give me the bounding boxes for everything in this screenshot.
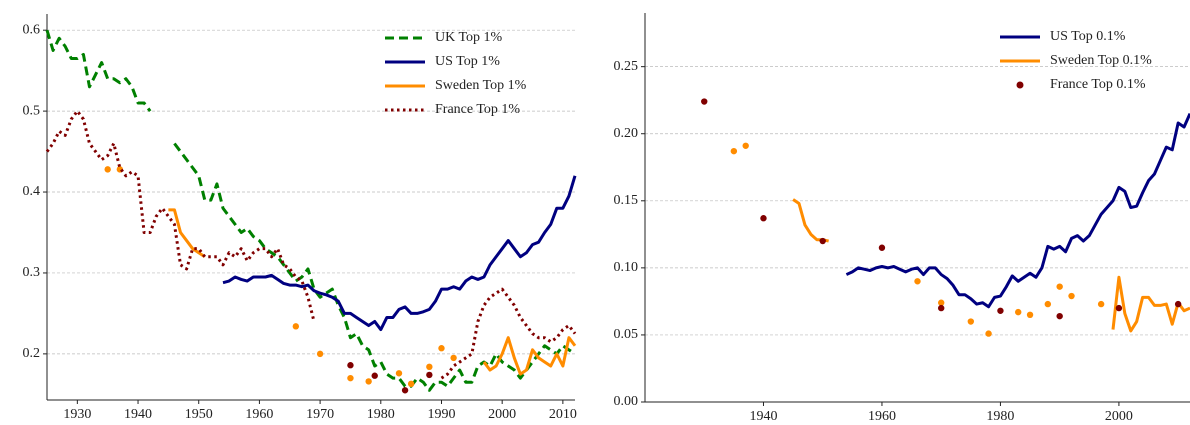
data-point bbox=[438, 345, 445, 352]
data-point bbox=[701, 98, 708, 105]
x-tick-label: 1940 bbox=[749, 409, 777, 424]
data-point bbox=[1044, 300, 1052, 308]
y-tick-label: 0.6 bbox=[23, 22, 41, 37]
x-tick-label: 1960 bbox=[245, 407, 273, 422]
series-line bbox=[222, 175, 577, 332]
series-line bbox=[45, 109, 316, 322]
series-line bbox=[792, 198, 829, 243]
series-line bbox=[482, 336, 577, 376]
data-point bbox=[1056, 312, 1063, 320]
y-tick-label: 0.5 bbox=[23, 103, 41, 118]
data-point bbox=[426, 363, 433, 371]
y-tick-label: 0.10 bbox=[614, 260, 639, 275]
data-point bbox=[1015, 308, 1022, 316]
data-point bbox=[997, 307, 1004, 314]
data-point bbox=[292, 323, 300, 330]
y-tick-label: 0.25 bbox=[614, 59, 639, 74]
data-point bbox=[878, 244, 886, 251]
data-point bbox=[914, 278, 921, 285]
legend-marker bbox=[1016, 81, 1024, 89]
data-point bbox=[1115, 304, 1123, 312]
y-tick-label: 0.05 bbox=[614, 327, 639, 342]
legend: UK Top 1% US Top 1% Sweden Top 1% France To… bbox=[385, 30, 527, 117]
data-point bbox=[985, 330, 992, 337]
data-point bbox=[371, 372, 378, 379]
data-point bbox=[401, 387, 409, 394]
x-tick-label: 1970 bbox=[306, 407, 334, 422]
data-point bbox=[104, 166, 111, 173]
data-point bbox=[1174, 300, 1182, 308]
legend-label: Sweden Top 0.1% bbox=[1050, 53, 1152, 68]
y-tick-label: 0.15 bbox=[614, 193, 639, 208]
x-tick-label: 2000 bbox=[1105, 409, 1133, 424]
x-tick-label: 2000 bbox=[488, 407, 516, 422]
data-point bbox=[1068, 292, 1075, 300]
data-point bbox=[1026, 311, 1034, 319]
x-tick-label: 1960 bbox=[868, 409, 896, 424]
legend: US Top 0.1% Sweden Top 0.1% France Top 0.1… bbox=[1000, 29, 1152, 92]
series-line bbox=[168, 208, 206, 259]
x-tick-label: 2010 bbox=[549, 407, 577, 422]
x-tick-label: 1980 bbox=[367, 407, 395, 422]
x-tick-label: 1930 bbox=[63, 407, 91, 422]
data-point bbox=[347, 362, 354, 369]
y-tick-label: 0.4 bbox=[23, 184, 41, 199]
legend-label: US Top 1% bbox=[435, 54, 500, 69]
legend-label: France Top 1% bbox=[435, 102, 520, 117]
y-tick-label: 0.20 bbox=[614, 126, 639, 141]
x-tick-label: 1940 bbox=[124, 407, 152, 422]
panel: 0.00 0.05 0.10 0.15 0.20 0.25 1940 1960 1980 2000… bbox=[614, 13, 1190, 424]
x-tick-label: 1980 bbox=[986, 409, 1014, 424]
x-tick-label: 1990 bbox=[427, 407, 455, 422]
legend-label: US Top 0.1% bbox=[1050, 29, 1126, 44]
data-point bbox=[819, 237, 826, 245]
x-tick-label: 1950 bbox=[185, 407, 213, 422]
data-point bbox=[937, 299, 945, 306]
y-tick-label: 0.2 bbox=[23, 346, 41, 361]
data-point bbox=[1097, 300, 1105, 308]
data-point bbox=[347, 374, 354, 382]
data-point bbox=[450, 354, 457, 362]
y-tick-label: 0.00 bbox=[614, 394, 639, 409]
legend-label: France Top 0.1% bbox=[1050, 77, 1146, 92]
data-point bbox=[967, 318, 975, 325]
data-point bbox=[730, 147, 738, 155]
data-point bbox=[395, 370, 403, 377]
legend-label: UK Top 1% bbox=[435, 30, 503, 45]
y-tick-label: 0.3 bbox=[23, 265, 41, 280]
data-point bbox=[760, 215, 767, 222]
legend-label: Sweden Top 1% bbox=[435, 78, 527, 93]
series-line bbox=[173, 142, 576, 392]
data-point bbox=[1056, 283, 1063, 290]
data-point bbox=[742, 142, 749, 149]
data-point bbox=[407, 380, 415, 388]
panel: 0.2 0.3 0.4 0.5 0.6 1930 1940 1950 1960 1970 1980 1… bbox=[23, 14, 577, 422]
series-line bbox=[845, 112, 1190, 309]
data-point bbox=[316, 350, 324, 358]
data-point bbox=[426, 371, 433, 379]
data-point bbox=[365, 378, 372, 385]
series-line bbox=[45, 29, 152, 113]
data-point bbox=[937, 304, 945, 312]
